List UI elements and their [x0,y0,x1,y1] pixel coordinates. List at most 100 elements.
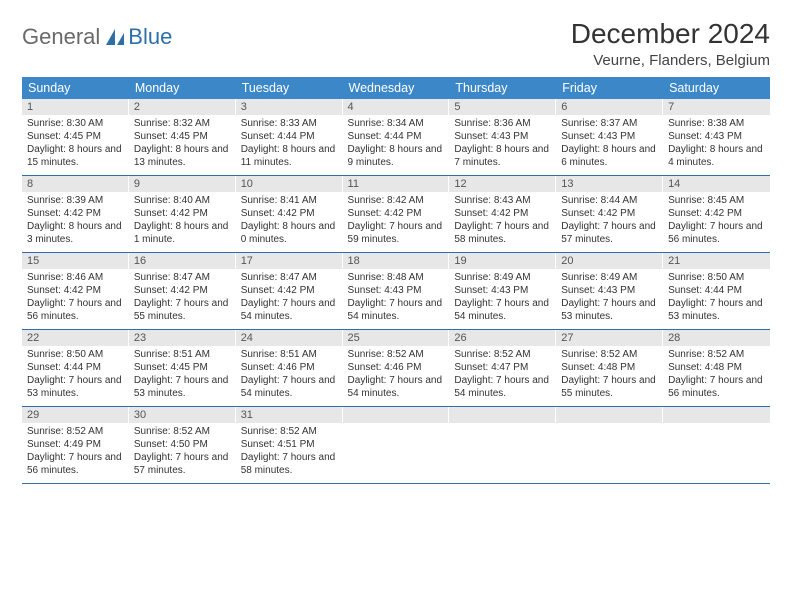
calendar-week-row: 1Sunrise: 8:30 AMSunset: 4:45 PMDaylight… [22,99,770,176]
day-body [556,423,663,481]
day-body: Sunrise: 8:33 AMSunset: 4:44 PMDaylight:… [236,115,343,175]
sunrise-line: Sunrise: 8:51 AM [241,348,338,361]
calendar-day-cell: 2Sunrise: 8:32 AMSunset: 4:45 PMDaylight… [129,99,236,176]
sunrise-line: Sunrise: 8:52 AM [454,348,551,361]
day-body: Sunrise: 8:42 AMSunset: 4:42 PMDaylight:… [343,192,450,252]
weekday-header: Wednesday [343,77,450,99]
day-number: 3 [236,99,343,115]
sunset-line: Sunset: 4:46 PM [348,361,445,374]
calendar-day-cell [556,407,663,484]
sunset-line: Sunset: 4:42 PM [134,284,231,297]
sunset-line: Sunset: 4:44 PM [27,361,124,374]
sunset-line: Sunset: 4:43 PM [561,130,658,143]
day-number: 6 [556,99,663,115]
calendar-day-cell: 5Sunrise: 8:36 AMSunset: 4:43 PMDaylight… [449,99,556,176]
sunset-line: Sunset: 4:42 PM [27,207,124,220]
day-body: Sunrise: 8:41 AMSunset: 4:42 PMDaylight:… [236,192,343,252]
daylight-line: Daylight: 8 hours and 11 minutes. [241,143,338,169]
day-number: 25 [343,330,450,346]
sunset-line: Sunset: 4:42 PM [27,284,124,297]
day-number: 9 [129,176,236,192]
sunrise-line: Sunrise: 8:40 AM [134,194,231,207]
calendar-week-row: 29Sunrise: 8:52 AMSunset: 4:49 PMDayligh… [22,407,770,484]
day-body: Sunrise: 8:49 AMSunset: 4:43 PMDaylight:… [556,269,663,329]
calendar-day-cell: 11Sunrise: 8:42 AMSunset: 4:42 PMDayligh… [343,176,450,253]
day-body: Sunrise: 8:52 AMSunset: 4:50 PMDaylight:… [129,423,236,483]
calendar-day-cell: 6Sunrise: 8:37 AMSunset: 4:43 PMDaylight… [556,99,663,176]
daylight-line: Daylight: 8 hours and 9 minutes. [348,143,445,169]
day-number: 7 [663,99,770,115]
calendar-body: 1Sunrise: 8:30 AMSunset: 4:45 PMDaylight… [22,99,770,484]
daylight-line: Daylight: 7 hours and 57 minutes. [134,451,231,477]
daylight-line: Daylight: 8 hours and 13 minutes. [134,143,231,169]
day-number: 26 [449,330,556,346]
sunset-line: Sunset: 4:51 PM [241,438,338,451]
calendar-day-cell: 14Sunrise: 8:45 AMSunset: 4:42 PMDayligh… [663,176,770,253]
day-number: 14 [663,176,770,192]
sunrise-line: Sunrise: 8:49 AM [454,271,551,284]
weekday-header: Tuesday [236,77,343,99]
daylight-line: Daylight: 7 hours and 56 minutes. [27,297,124,323]
weekday-header-row: SundayMondayTuesdayWednesdayThursdayFrid… [22,77,770,99]
sunrise-line: Sunrise: 8:50 AM [27,348,124,361]
sunrise-line: Sunrise: 8:47 AM [134,271,231,284]
calendar-day-cell: 12Sunrise: 8:43 AMSunset: 4:42 PMDayligh… [449,176,556,253]
day-body: Sunrise: 8:30 AMSunset: 4:45 PMDaylight:… [22,115,129,175]
sunrise-line: Sunrise: 8:52 AM [348,348,445,361]
sail-icon [104,27,126,47]
day-number: 11 [343,176,450,192]
day-body: Sunrise: 8:50 AMSunset: 4:44 PMDaylight:… [22,346,129,406]
day-number [556,407,663,423]
sunrise-line: Sunrise: 8:30 AM [27,117,124,130]
calendar-day-cell: 19Sunrise: 8:49 AMSunset: 4:43 PMDayligh… [449,253,556,330]
calendar-week-row: 22Sunrise: 8:50 AMSunset: 4:44 PMDayligh… [22,330,770,407]
daylight-line: Daylight: 7 hours and 55 minutes. [561,374,658,400]
sunrise-line: Sunrise: 8:42 AM [348,194,445,207]
daylight-line: Daylight: 7 hours and 58 minutes. [454,220,551,246]
sunset-line: Sunset: 4:44 PM [241,130,338,143]
daylight-line: Daylight: 7 hours and 54 minutes. [454,297,551,323]
calendar-day-cell: 1Sunrise: 8:30 AMSunset: 4:45 PMDaylight… [22,99,129,176]
logo: General Blue [22,18,172,50]
day-body: Sunrise: 8:47 AMSunset: 4:42 PMDaylight:… [236,269,343,329]
sunset-line: Sunset: 4:45 PM [134,361,231,374]
sunset-line: Sunset: 4:42 PM [348,207,445,220]
day-body: Sunrise: 8:52 AMSunset: 4:46 PMDaylight:… [343,346,450,406]
sunset-line: Sunset: 4:46 PM [241,361,338,374]
day-number: 1 [22,99,129,115]
sunrise-line: Sunrise: 8:47 AM [241,271,338,284]
daylight-line: Daylight: 7 hours and 56 minutes. [27,451,124,477]
day-body: Sunrise: 8:47 AMSunset: 4:42 PMDaylight:… [129,269,236,329]
day-body: Sunrise: 8:52 AMSunset: 4:47 PMDaylight:… [449,346,556,406]
sunset-line: Sunset: 4:48 PM [668,361,765,374]
sunrise-line: Sunrise: 8:52 AM [668,348,765,361]
daylight-line: Daylight: 7 hours and 53 minutes. [668,297,765,323]
calendar-week-row: 15Sunrise: 8:46 AMSunset: 4:42 PMDayligh… [22,253,770,330]
calendar-day-cell: 8Sunrise: 8:39 AMSunset: 4:42 PMDaylight… [22,176,129,253]
sunrise-line: Sunrise: 8:33 AM [241,117,338,130]
daylight-line: Daylight: 7 hours and 55 minutes. [134,297,231,323]
day-number: 2 [129,99,236,115]
header: General Blue December 2024 Veurne, Fland… [22,18,770,69]
sunrise-line: Sunrise: 8:52 AM [27,425,124,438]
calendar-day-cell: 27Sunrise: 8:52 AMSunset: 4:48 PMDayligh… [556,330,663,407]
calendar-day-cell: 4Sunrise: 8:34 AMSunset: 4:44 PMDaylight… [343,99,450,176]
daylight-line: Daylight: 7 hours and 56 minutes. [668,374,765,400]
day-number: 13 [556,176,663,192]
sunset-line: Sunset: 4:50 PM [134,438,231,451]
day-body: Sunrise: 8:46 AMSunset: 4:42 PMDaylight:… [22,269,129,329]
day-number: 10 [236,176,343,192]
day-body: Sunrise: 8:51 AMSunset: 4:45 PMDaylight:… [129,346,236,406]
day-number: 19 [449,253,556,269]
day-number: 22 [22,330,129,346]
day-body: Sunrise: 8:48 AMSunset: 4:43 PMDaylight:… [343,269,450,329]
calendar-day-cell: 20Sunrise: 8:49 AMSunset: 4:43 PMDayligh… [556,253,663,330]
calendar-day-cell: 17Sunrise: 8:47 AMSunset: 4:42 PMDayligh… [236,253,343,330]
sunset-line: Sunset: 4:44 PM [668,284,765,297]
daylight-line: Daylight: 7 hours and 56 minutes. [668,220,765,246]
sunset-line: Sunset: 4:45 PM [27,130,124,143]
daylight-line: Daylight: 7 hours and 53 minutes. [27,374,124,400]
weekday-header: Saturday [663,77,770,99]
day-body: Sunrise: 8:52 AMSunset: 4:51 PMDaylight:… [236,423,343,483]
day-body: Sunrise: 8:38 AMSunset: 4:43 PMDaylight:… [663,115,770,175]
